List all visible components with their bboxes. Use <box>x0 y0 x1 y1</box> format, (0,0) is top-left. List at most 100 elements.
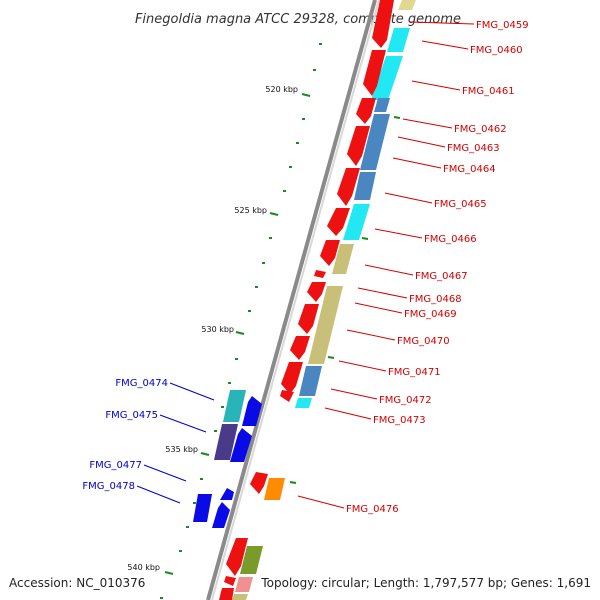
genome-backbone-highlight <box>211 0 380 600</box>
gene-arrow-forward[interactable] <box>314 270 326 278</box>
tick-major <box>164 571 174 575</box>
leader-line <box>421 40 469 50</box>
gene-arrow-reverse[interactable] <box>193 494 212 522</box>
leader-line <box>159 414 207 433</box>
gene-arrow-forward[interactable] <box>290 336 310 360</box>
gene-arrow-forward[interactable] <box>226 538 248 576</box>
cog-bar <box>360 114 390 170</box>
cog-bar <box>295 398 312 408</box>
tick-major <box>301 93 311 97</box>
cog-bar <box>371 56 403 100</box>
cog-bar <box>387 28 410 52</box>
gene-arrow-forward[interactable] <box>372 0 394 48</box>
leader-line <box>330 388 378 400</box>
leader-line <box>357 287 408 299</box>
leader-line <box>409 21 475 25</box>
leader-line <box>136 485 181 504</box>
leader-line <box>338 360 387 372</box>
cog-bar <box>398 0 416 10</box>
gene-label[interactable]: FMG_0471 <box>388 367 441 378</box>
gene-label[interactable]: FMG_0459 <box>476 20 529 31</box>
gene-arrow-forward[interactable] <box>327 208 350 236</box>
accession-text: Accession: NC_010376 <box>9 576 145 590</box>
gene-label[interactable]: FMG_0467 <box>415 271 468 282</box>
cog-bar <box>343 204 370 240</box>
gene-arrow-forward[interactable] <box>280 390 294 402</box>
gene-arrow-reverse[interactable] <box>230 428 252 462</box>
gene-label[interactable]: FMG_0469 <box>404 309 457 320</box>
gene-label[interactable]: FMG_0478 <box>82 481 135 492</box>
tick-major <box>200 452 210 456</box>
genome-backbone <box>206 0 377 600</box>
gene-label[interactable]: FMG_0460 <box>470 45 523 56</box>
footer-bg-right <box>258 572 600 592</box>
leader-line <box>397 136 446 148</box>
cog-bar <box>235 577 253 592</box>
gene-label[interactable]: FMG_0468 <box>409 294 462 305</box>
gene-label[interactable]: FMG_0473 <box>373 415 426 426</box>
gene-arrow-forward[interactable] <box>307 282 326 302</box>
forward-genes <box>219 0 394 600</box>
leader-line <box>346 329 396 341</box>
gene-label[interactable]: FMG_0461 <box>462 86 515 97</box>
leader-line <box>392 157 442 169</box>
leader-line <box>384 192 433 204</box>
cog-bar <box>232 594 248 600</box>
cog-bars <box>214 0 416 600</box>
gene-label[interactable]: FMG_0477 <box>89 460 142 471</box>
gene-label[interactable]: FMG_0475 <box>105 410 158 421</box>
gene-arrow-forward[interactable] <box>224 576 236 586</box>
gene-label[interactable]: FMG_0470 <box>397 336 450 347</box>
leader-line <box>143 464 187 482</box>
cog-bar <box>264 478 285 500</box>
tick-major <box>235 331 245 335</box>
gene-label[interactable]: FMG_0462 <box>454 124 507 135</box>
cog-bar <box>332 244 354 274</box>
tick-strand <box>361 237 369 240</box>
gene-label[interactable]: FMG_0472 <box>379 395 432 406</box>
gene-label[interactable]: FMG_0465 <box>434 199 487 210</box>
map-title: Finegoldia magna ATCC 29328, complete ge… <box>135 12 461 27</box>
cog-bar <box>214 424 238 460</box>
tick-strand <box>327 356 335 359</box>
gene-arrow-forward[interactable] <box>298 304 319 334</box>
gene-arrow-reverse[interactable] <box>212 502 230 528</box>
leader-line <box>402 118 453 129</box>
gene-label[interactable]: FMG_0466 <box>424 234 477 245</box>
tick-marks <box>160 43 401 599</box>
forward-leaders <box>297 21 475 509</box>
cog-bar <box>223 390 246 422</box>
gene-label[interactable]: FMG_0464 <box>443 164 496 175</box>
gene-arrow-forward[interactable] <box>281 362 303 394</box>
leader-line <box>411 80 461 91</box>
cog-bar <box>299 366 322 396</box>
gene-label[interactable]: FMG_0463 <box>447 143 500 154</box>
gene-arrow-forward[interactable] <box>363 50 386 96</box>
reverse-genes <box>193 396 262 528</box>
gene-arrow-reverse[interactable] <box>242 396 262 426</box>
cog-bar <box>240 546 263 574</box>
leader-line <box>364 264 414 276</box>
gene-label[interactable]: FMG_0476 <box>346 504 399 515</box>
tick-strand <box>289 481 297 484</box>
gene-arrow-reverse[interactable] <box>220 488 234 500</box>
cog-bar <box>308 286 343 364</box>
gene-arrow-forward[interactable] <box>219 588 234 600</box>
gene-arrow-forward[interactable] <box>337 168 360 206</box>
gene-arrow-forward[interactable] <box>356 98 376 124</box>
leader-line <box>354 302 403 314</box>
gene-arrow-forward[interactable] <box>347 126 370 166</box>
gene-arrow-forward[interactable] <box>320 240 340 266</box>
footer-bg-left <box>0 572 160 592</box>
leader-line <box>297 495 345 509</box>
tick-label: 530 kbp <box>201 325 234 334</box>
gene-label[interactable]: FMG_0474 <box>115 378 168 389</box>
reverse-leaders <box>136 382 215 504</box>
tick-strand <box>393 116 401 119</box>
tick-label: 535 kbp <box>165 445 198 454</box>
leader-line <box>324 407 372 420</box>
gene-arrow-forward[interactable] <box>250 472 268 494</box>
tick-label: 540 kbp <box>127 563 160 572</box>
